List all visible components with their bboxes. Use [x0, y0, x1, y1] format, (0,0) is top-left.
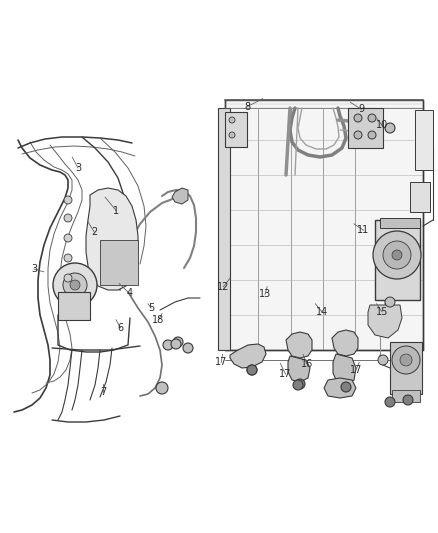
Text: 4: 4	[126, 288, 132, 298]
Text: 6: 6	[117, 323, 124, 333]
Bar	[225, 100, 423, 350]
Bar	[375, 220, 420, 300]
Circle shape	[64, 214, 72, 222]
Bar	[380, 218, 420, 228]
Text: 13: 13	[259, 289, 271, 299]
Circle shape	[53, 263, 97, 307]
Circle shape	[368, 114, 376, 122]
Circle shape	[63, 273, 87, 297]
Circle shape	[354, 114, 362, 122]
Polygon shape	[230, 344, 266, 368]
Circle shape	[378, 355, 388, 365]
Polygon shape	[332, 330, 358, 356]
Circle shape	[354, 131, 362, 139]
Text: 9: 9	[358, 104, 364, 114]
Circle shape	[183, 343, 193, 353]
Text: 3: 3	[75, 163, 81, 173]
Text: 8: 8	[244, 102, 251, 111]
Polygon shape	[286, 332, 312, 358]
Circle shape	[229, 132, 235, 138]
Polygon shape	[333, 354, 356, 385]
Text: 7: 7	[100, 387, 106, 397]
Circle shape	[385, 297, 395, 307]
Bar	[58, 292, 90, 320]
Bar	[348, 108, 383, 148]
Text: 17: 17	[350, 366, 362, 375]
Circle shape	[171, 339, 181, 349]
Text: 12: 12	[217, 282, 230, 292]
Circle shape	[385, 123, 395, 133]
Circle shape	[293, 380, 303, 390]
Circle shape	[64, 234, 72, 242]
Polygon shape	[324, 378, 356, 398]
Text: 2: 2	[91, 227, 97, 237]
Bar	[415, 110, 433, 170]
Circle shape	[247, 365, 257, 375]
Bar	[100, 240, 138, 285]
Circle shape	[229, 117, 235, 123]
Bar	[225, 112, 247, 147]
Circle shape	[64, 196, 72, 204]
Circle shape	[64, 254, 72, 262]
Bar	[410, 182, 430, 212]
Circle shape	[403, 395, 413, 405]
Text: 17: 17	[215, 358, 227, 367]
Text: 15: 15	[376, 307, 388, 317]
Circle shape	[373, 231, 421, 279]
Circle shape	[383, 241, 411, 269]
Circle shape	[392, 250, 402, 260]
Circle shape	[163, 340, 173, 350]
Bar	[392, 390, 420, 402]
Polygon shape	[172, 188, 188, 204]
Text: 14: 14	[316, 307, 328, 317]
Circle shape	[156, 382, 168, 394]
Bar	[218, 108, 230, 350]
Circle shape	[247, 365, 257, 375]
Circle shape	[70, 280, 80, 290]
Text: 17: 17	[279, 369, 292, 379]
Text: 5: 5	[148, 303, 154, 313]
Circle shape	[368, 131, 376, 139]
Circle shape	[64, 274, 72, 282]
Circle shape	[400, 354, 412, 366]
Polygon shape	[368, 305, 402, 338]
Text: 1: 1	[113, 206, 119, 215]
Circle shape	[341, 382, 351, 392]
Circle shape	[173, 337, 183, 347]
Polygon shape	[288, 356, 310, 382]
Bar	[390, 342, 422, 394]
Text: 11: 11	[357, 225, 370, 235]
Circle shape	[295, 379, 305, 389]
Text: 3: 3	[31, 264, 37, 274]
Text: 18: 18	[152, 315, 165, 325]
Circle shape	[385, 397, 395, 407]
Polygon shape	[86, 188, 138, 290]
Circle shape	[392, 346, 420, 374]
Text: 16: 16	[300, 359, 313, 368]
Text: 10: 10	[376, 120, 388, 130]
